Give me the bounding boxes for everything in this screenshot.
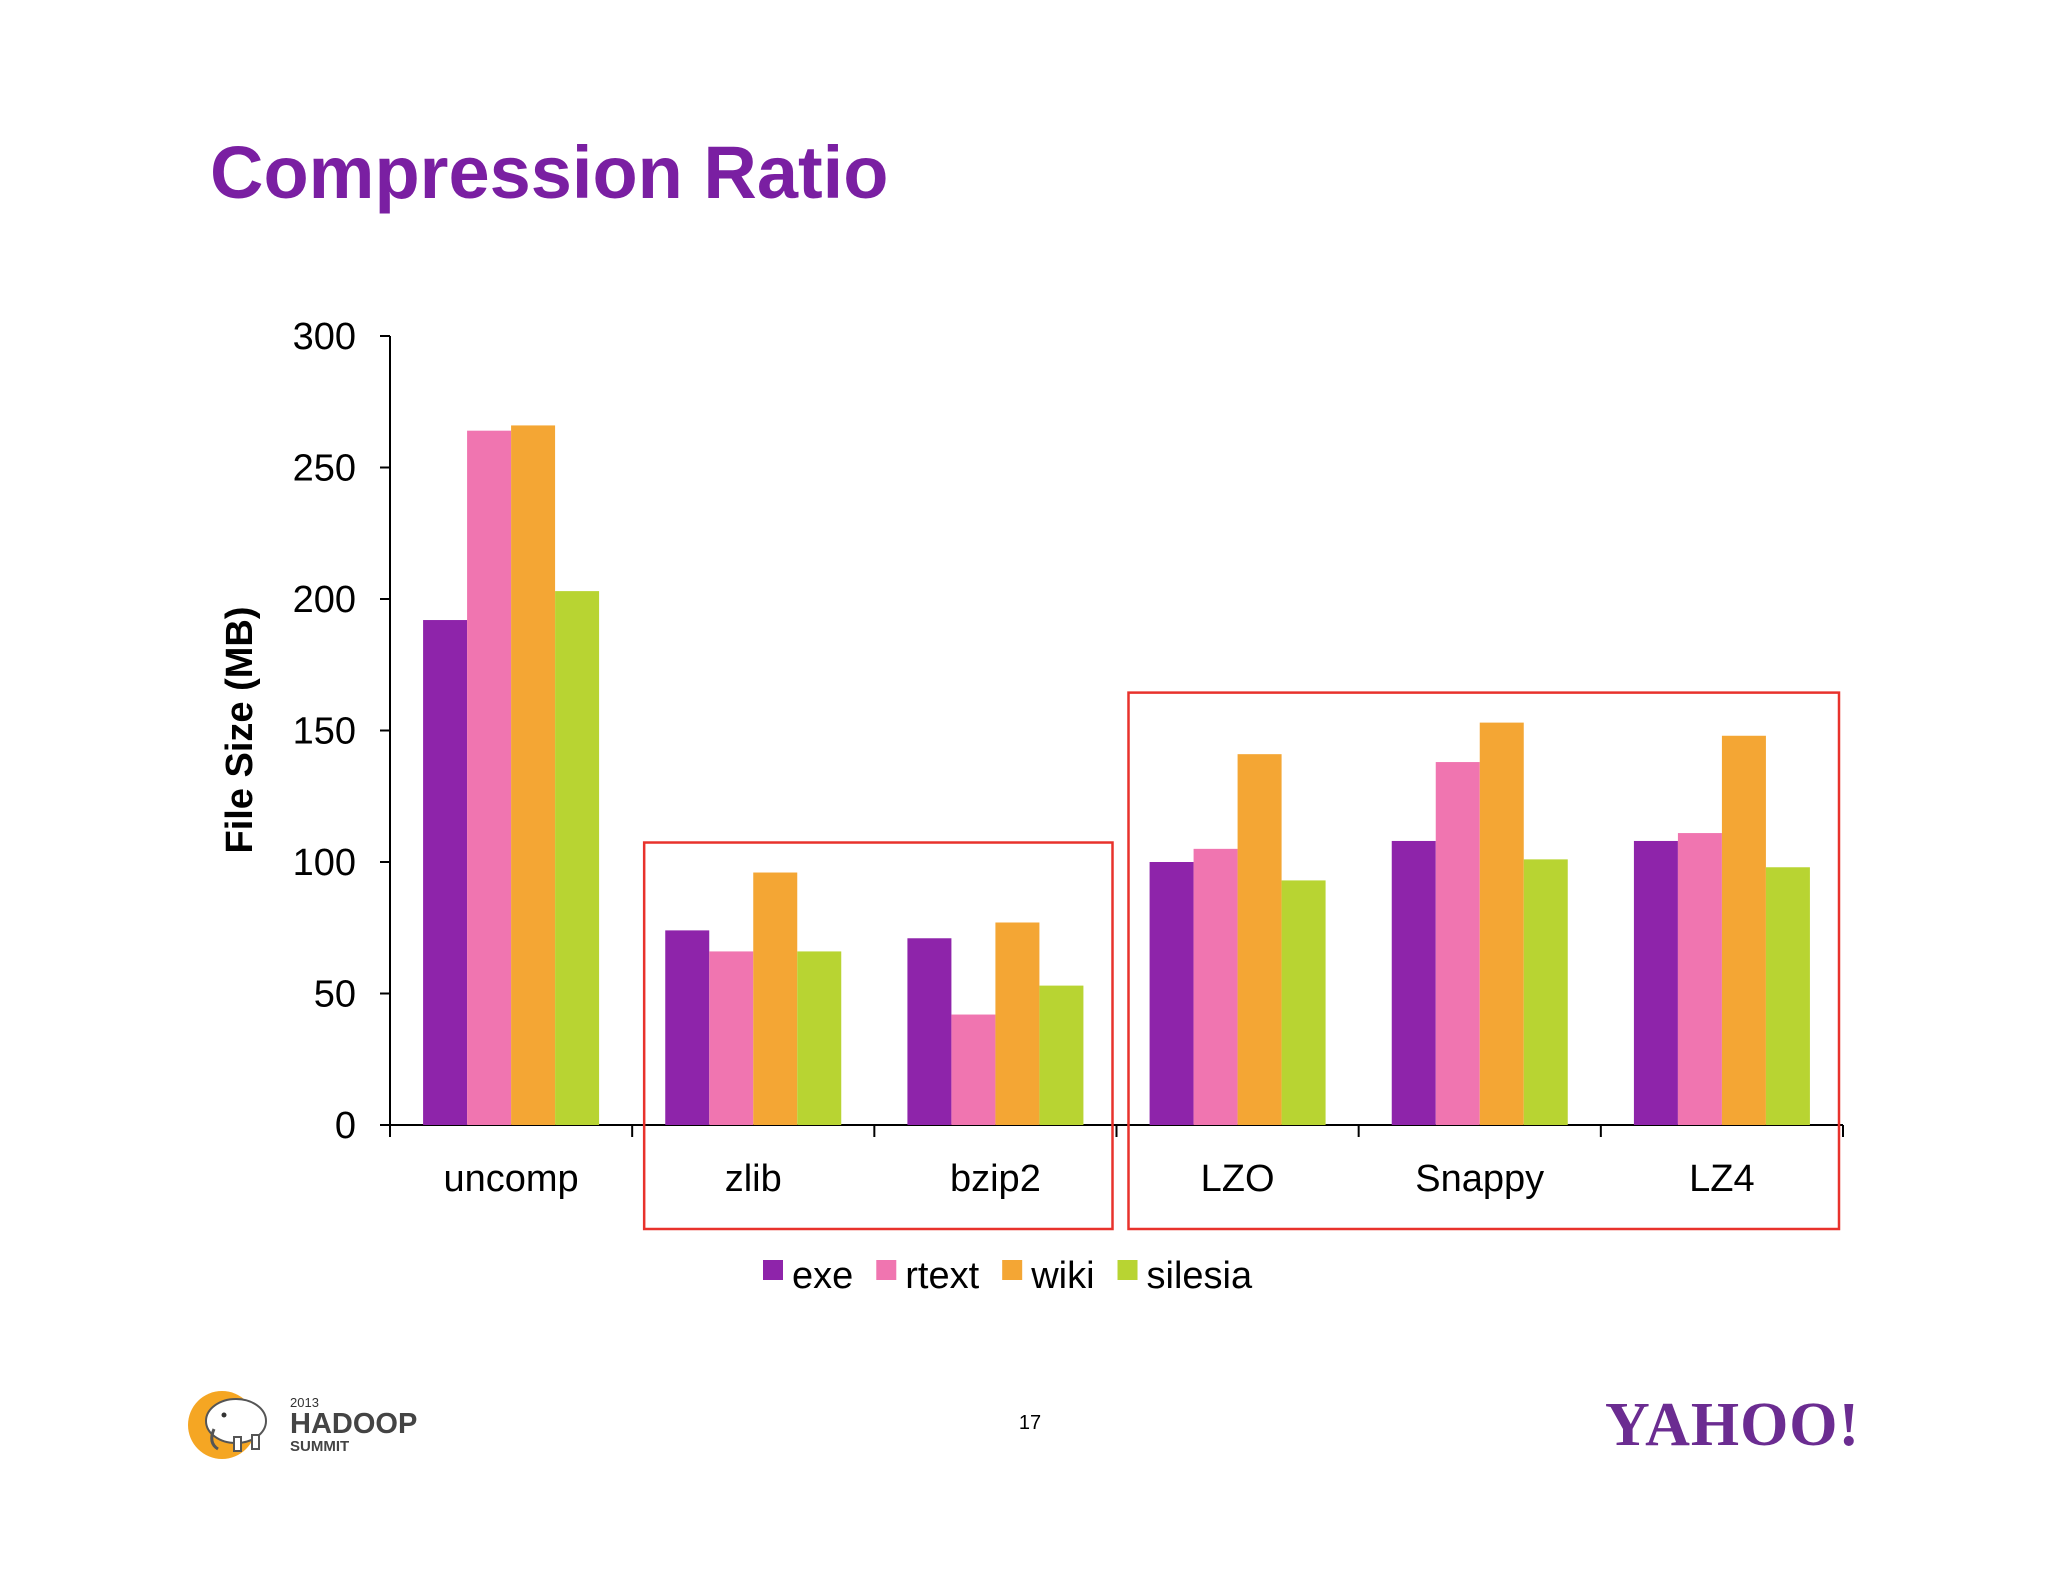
bar-wiki-LZ4 [1721, 735, 1766, 1125]
yahoo-logo: YAHOO! [1605, 1390, 1860, 1461]
legend-swatch-silesia [1117, 1260, 1138, 1280]
bar-silesia-LZO [1281, 880, 1326, 1125]
legend-swatch-wiki [1002, 1260, 1023, 1280]
y-tick-label: 50 [314, 974, 356, 1016]
hadoop-year: 2013 [290, 1395, 319, 1410]
legend-label-exe: exe [792, 1255, 853, 1297]
legend-label-silesia: silesia [1147, 1255, 1253, 1297]
bar-wiki-zlib [753, 872, 798, 1125]
bar-wiki-uncomp [511, 425, 556, 1125]
x-tick-label: uncomp [443, 1158, 578, 1200]
hadoop-event: SUMMIT [290, 1438, 349, 1455]
bar-exe-bzip2 [907, 938, 952, 1125]
x-tick-label: zlib [725, 1158, 782, 1200]
bar-exe-Snappy [1391, 840, 1436, 1125]
legend-label-wiki: wiki [1030, 1255, 1094, 1297]
bar-rtext-LZ4 [1677, 833, 1722, 1125]
highlight-box-2 [1127, 691, 1841, 1231]
y-tick-label: 0 [335, 1105, 356, 1147]
x-tick-label: Snappy [1415, 1158, 1544, 1200]
y-tick-label: 150 [293, 711, 356, 753]
y-axis-title: File Size (MB) [219, 606, 261, 853]
yahoo-logo-text: YAHOO! [1605, 1391, 1861, 1459]
bar-wiki-bzip2 [995, 922, 1040, 1125]
highlight-box-1 [642, 841, 1114, 1231]
bar-rtext-LZO [1193, 848, 1238, 1125]
bar-rtext-Snappy [1435, 762, 1480, 1125]
bar-exe-LZO [1149, 862, 1194, 1125]
legend-swatch-exe [763, 1260, 783, 1280]
x-tick-label: bzip2 [950, 1158, 1041, 1200]
bar-exe-zlib [665, 930, 710, 1125]
bar-rtext-uncomp [467, 430, 512, 1125]
x-tick-label: LZ4 [1689, 1158, 1754, 1200]
y-tick-label: 100 [293, 842, 356, 884]
bar-rtext-bzip2 [951, 1014, 996, 1125]
bar-silesia-LZ4 [1765, 867, 1810, 1125]
slide-title: Compression Ratio [210, 131, 889, 214]
bar-rtext-zlib [709, 951, 754, 1125]
bar-wiki-Snappy [1479, 722, 1524, 1125]
legend-label-rtext: rtext [905, 1255, 979, 1297]
bar-exe-LZ4 [1633, 840, 1678, 1125]
bar-wiki-LZO [1237, 754, 1282, 1125]
elephant-icon [205, 1398, 267, 1452]
hadoop-name: HADOOP [290, 1408, 417, 1440]
bar-exe-uncomp [423, 620, 468, 1125]
y-tick-label: 200 [293, 579, 356, 621]
hadoop-summit-logo: 2013 HADOOP SUMMIT [188, 1391, 417, 1459]
bar-silesia-zlib [797, 951, 842, 1125]
y-tick-label: 300 [293, 316, 356, 358]
page-number: 17 [1018, 1412, 1042, 1434]
bar-silesia-uncomp [555, 591, 600, 1125]
bar-silesia-Snappy [1523, 859, 1568, 1125]
bar-silesia-bzip2 [1039, 985, 1084, 1125]
y-tick-label: 250 [293, 448, 356, 490]
legend-swatch-rtext [876, 1260, 897, 1280]
x-tick-label: LZO [1201, 1158, 1275, 1200]
